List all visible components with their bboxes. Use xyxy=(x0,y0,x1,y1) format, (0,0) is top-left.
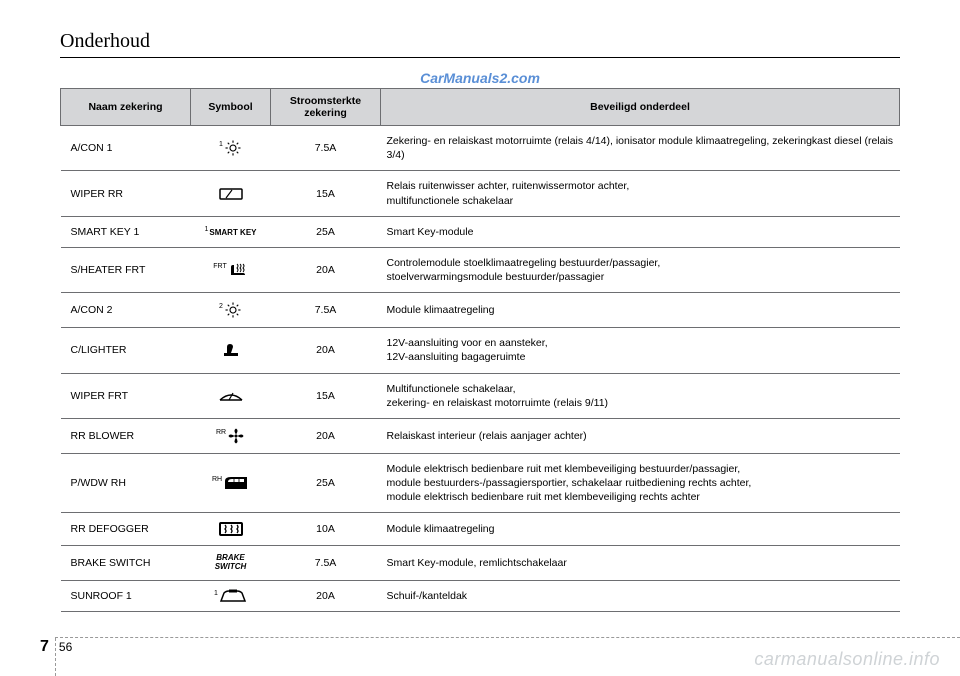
table-row: BRAKE SWITCHBRAKESWITCH7.5ASmart Key-mod… xyxy=(61,546,900,581)
fuse-symbol: 1 xyxy=(191,581,271,612)
fuse-name: SMART KEY 1 xyxy=(61,216,191,247)
fuse-name: S/HEATER FRT xyxy=(61,247,191,292)
table-row: RR DEFOGGER 10AModule klimaatregeling xyxy=(61,513,900,546)
fuse-name: RR BLOWER xyxy=(61,418,191,453)
fuse-name: A/CON 2 xyxy=(61,293,191,328)
table-row: SMART KEY 11SMART KEY25ASmart Key-module xyxy=(61,216,900,247)
fuse-description: Smart Key-module xyxy=(381,216,900,247)
fuse-amperage: 15A xyxy=(271,171,381,216)
table-header-row: Naam zekering Symbool Stroomsterkte zeke… xyxy=(61,89,900,126)
fuse-amperage: 20A xyxy=(271,418,381,453)
table-row: SUNROOF 1120ASchuif-/kanteldak xyxy=(61,581,900,612)
fuse-name: BRAKE SWITCH xyxy=(61,546,191,581)
fuse-name: WIPER RR xyxy=(61,171,191,216)
table-row: S/HEATER FRTFRT20AControlemodule stoelkl… xyxy=(61,247,900,292)
fuse-name: C/LIGHTER xyxy=(61,328,191,373)
table-row: A/CON 117.5AZekering- en relaiskast moto… xyxy=(61,126,900,171)
fuse-symbol: BRAKESWITCH xyxy=(191,546,271,581)
fuse-description: Module elektrisch bedienbare ruit met kl… xyxy=(381,453,900,513)
page-number-value: 56 xyxy=(59,640,72,654)
fuse-symbol xyxy=(191,328,271,373)
fuse-symbol: FRT xyxy=(191,247,271,292)
fuse-name: RR DEFOGGER xyxy=(61,513,191,546)
fuse-description: Zekering- en relaiskast motorruimte (rel… xyxy=(381,126,900,171)
header-symbol: Symbool xyxy=(191,89,271,126)
fuse-name: P/WDW RH xyxy=(61,453,191,513)
fuse-amperage: 25A xyxy=(271,453,381,513)
table-row: C/LIGHTER 20A12V-aansluiting voor en aans… xyxy=(61,328,900,373)
fuse-symbol: 1 xyxy=(191,126,271,171)
fuse-symbol: 2 xyxy=(191,293,271,328)
fuse-description: Multifunctionele schakelaar,zekering- en… xyxy=(381,373,900,418)
fuse-amperage: 7.5A xyxy=(271,293,381,328)
header-protected: Beveiligd onderdeel xyxy=(381,89,900,126)
fuse-symbol: RR xyxy=(191,418,271,453)
fuse-name: SUNROOF 1 xyxy=(61,581,191,612)
table-row: RR BLOWERRR20ARelaiskast interieur (rela… xyxy=(61,418,900,453)
fuse-table: Naam zekering Symbool Stroomsterkte zeke… xyxy=(60,88,900,612)
fuse-description: Schuif-/kanteldak xyxy=(381,581,900,612)
page-title: Onderhoud xyxy=(60,30,900,58)
fuse-amperage: 25A xyxy=(271,216,381,247)
watermark-bottom: carmanualsonline.info xyxy=(754,649,940,670)
page-number: 7 56 xyxy=(40,638,72,656)
fuse-symbol xyxy=(191,513,271,546)
fuse-symbol xyxy=(191,373,271,418)
fuse-symbol: RH xyxy=(191,453,271,513)
fuse-name: WIPER FRT xyxy=(61,373,191,418)
fuse-description: Controlemodule stoelklimaatregeling best… xyxy=(381,247,900,292)
page-dashline xyxy=(55,637,960,638)
chapter-number: 7 xyxy=(40,638,55,656)
fuse-description: 12V-aansluiting voor en aansteker,12V-aa… xyxy=(381,328,900,373)
fuse-amperage: 7.5A xyxy=(271,126,381,171)
fuse-amperage: 20A xyxy=(271,328,381,373)
table-row: WIPER FRT 15AMultifunctionele schakelaar,… xyxy=(61,373,900,418)
fuse-description: Relaiskast interieur (relais aanjager ac… xyxy=(381,418,900,453)
fuse-description: Smart Key-module, remlichtschakelaar xyxy=(381,546,900,581)
fuse-description: Module klimaatregeling xyxy=(381,513,900,546)
fuse-symbol xyxy=(191,171,271,216)
header-name: Naam zekering xyxy=(61,89,191,126)
fuse-amperage: 15A xyxy=(271,373,381,418)
fuse-symbol: 1SMART KEY xyxy=(191,216,271,247)
watermark-top: CarManuals2.com xyxy=(420,70,540,86)
fuse-description: Module klimaatregeling xyxy=(381,293,900,328)
manual-page: Onderhoud CarManuals2.com Naam zekering … xyxy=(0,0,960,676)
fuse-amperage: 10A xyxy=(271,513,381,546)
table-row: A/CON 227.5AModule klimaatregeling xyxy=(61,293,900,328)
header-amperage: Stroomsterkte zekering xyxy=(271,89,381,126)
fuse-name: A/CON 1 xyxy=(61,126,191,171)
fuse-amperage: 20A xyxy=(271,247,381,292)
fuse-description: Relais ruitenwisser achter, ruitenwisser… xyxy=(381,171,900,216)
fuse-amperage: 20A xyxy=(271,581,381,612)
table-row: WIPER RR 15ARelais ruitenwisser achter, r… xyxy=(61,171,900,216)
table-row: P/WDW RHRH25AModule elektrisch bedienbar… xyxy=(61,453,900,513)
fuse-amperage: 7.5A xyxy=(271,546,381,581)
